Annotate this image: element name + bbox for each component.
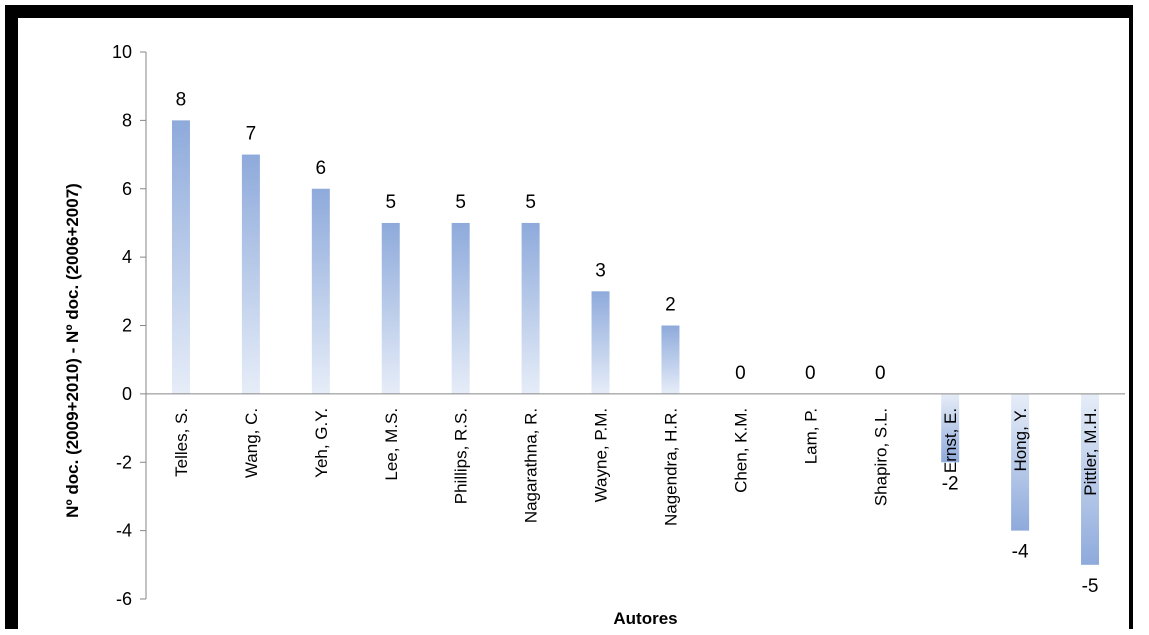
bar [941, 393, 960, 463]
y-axis-title: Nº doc. (2009+2010) - Nº doc. (2006+2007… [63, 183, 82, 518]
y-tick-label: 6 [122, 179, 132, 199]
y-tick-label: 8 [122, 110, 132, 130]
x-axis-title: Autores [613, 609, 677, 628]
data-label: 8 [176, 89, 187, 110]
y-tick-label: -6 [116, 589, 132, 609]
data-label: 5 [525, 192, 536, 213]
data-labels: 8 7 6 5 5 5 3 2 0 0 0 -2 -4 -5 [176, 89, 1099, 596]
category-label: Pittler, M.H. [1081, 408, 1100, 496]
category-label: Phillips, R.S. [452, 408, 471, 504]
bar [451, 222, 470, 394]
data-label: 6 [316, 158, 327, 179]
category-label: Yeh, G.Y. [312, 408, 331, 478]
category-labels: Telles, S. Wang, C. Yeh, G.Y. Lee, M.S. Phil… [172, 408, 1100, 526]
y-tick-label: -4 [116, 521, 132, 541]
chart-frame [5, 5, 1133, 629]
y-axis: -6 -4 -2 0 2 4 6 8 10 [112, 42, 147, 609]
bar [591, 291, 610, 394]
category-label: Nagarathna, R. [522, 408, 541, 523]
y-tick-label: 4 [122, 247, 132, 267]
category-label: Shapiro, S.L. [871, 408, 890, 506]
data-label: 0 [805, 363, 816, 384]
y-tick-label: 0 [122, 384, 132, 404]
data-label: -5 [1082, 576, 1099, 597]
data-label: -4 [1012, 542, 1029, 563]
bar [241, 154, 260, 394]
y-tick-label: 2 [122, 316, 132, 336]
category-label: Nagendra, H.R. [661, 408, 680, 526]
data-label: 0 [875, 363, 886, 384]
data-label: 5 [385, 192, 396, 213]
y-tick-label: 10 [112, 42, 132, 62]
data-label: 0 [735, 363, 746, 384]
category-label: Telles, S. [172, 408, 191, 477]
data-label: 5 [455, 192, 466, 213]
category-label: Lam, P. [801, 408, 820, 464]
bars [171, 120, 1100, 565]
data-label: 3 [595, 260, 606, 281]
category-label: Lee, M.S. [382, 408, 401, 481]
category-label: Hong, Y. [1011, 408, 1030, 472]
category-label: Ernst, E. [941, 408, 960, 473]
bar [1011, 393, 1030, 531]
category-label: Wayne, P.M. [592, 408, 611, 502]
bar [381, 222, 400, 394]
data-label: 2 [665, 295, 676, 316]
bar [661, 325, 680, 394]
bar [171, 120, 190, 394]
data-label: 7 [246, 124, 257, 145]
bar [311, 188, 330, 394]
bar [521, 222, 540, 394]
category-label: Wang, C. [242, 408, 261, 478]
y-tick-label: -2 [116, 452, 132, 472]
data-label: -2 [942, 473, 959, 494]
bar [1081, 393, 1100, 565]
category-label: Chen, K.M. [731, 408, 750, 493]
